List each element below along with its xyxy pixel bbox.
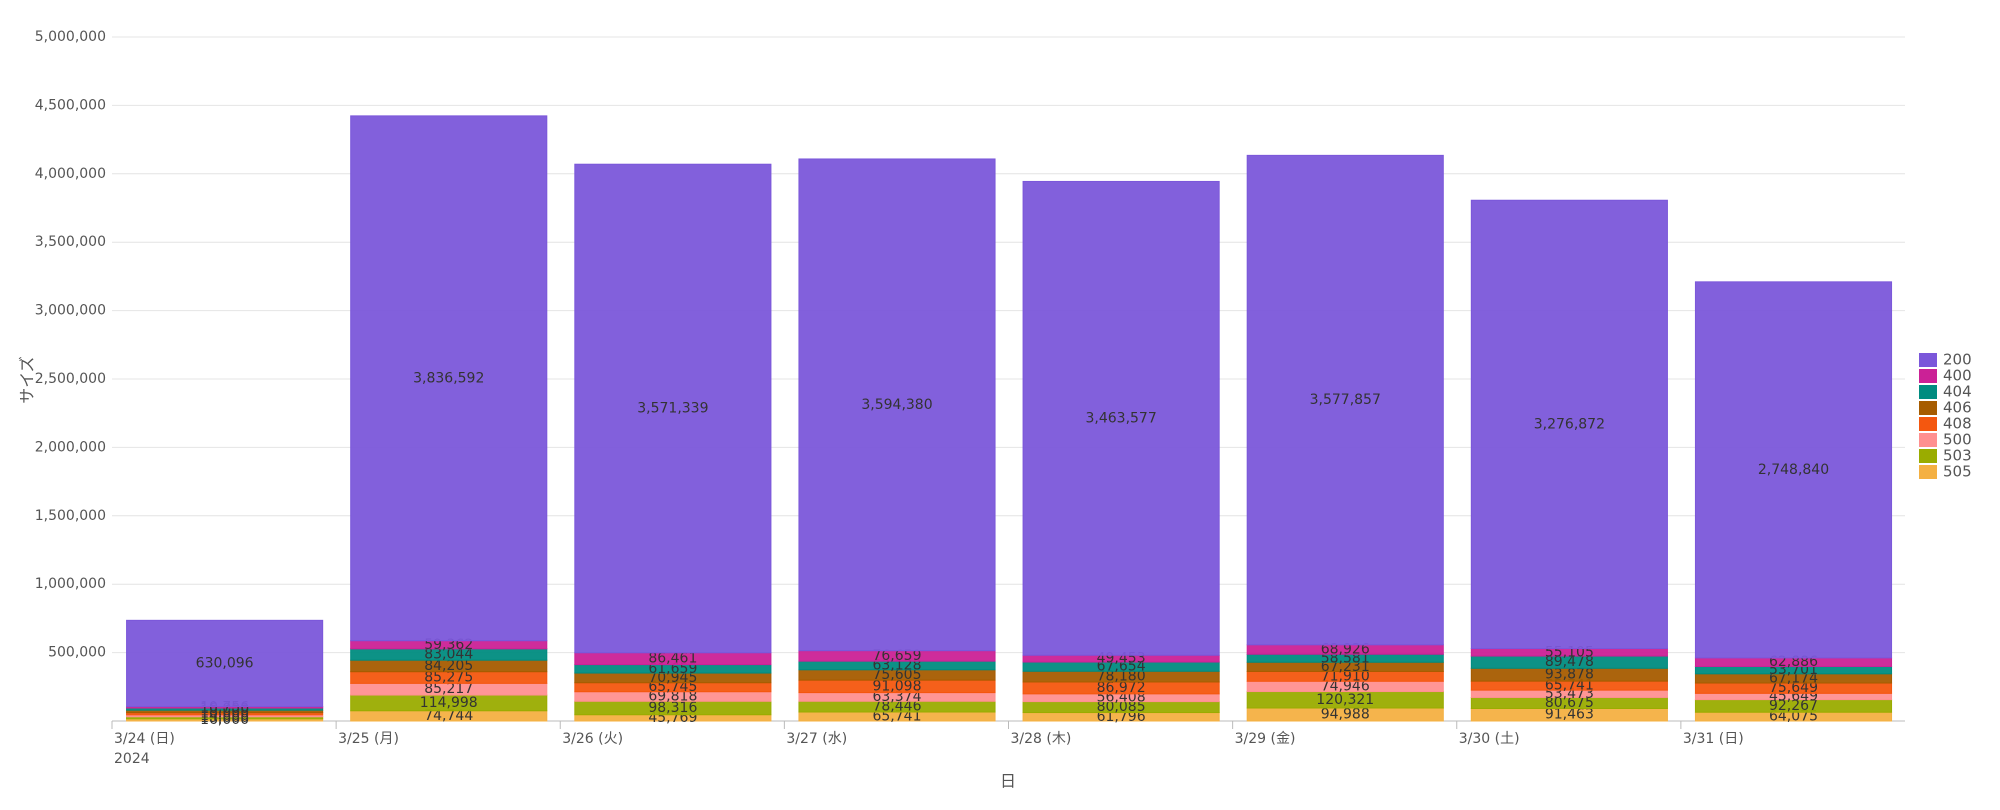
legend-label: 505 (1943, 463, 1972, 481)
year-label: 2024 (114, 751, 150, 767)
data-label: 93,878 (1545, 667, 1594, 683)
data-label: 78,446 (872, 699, 921, 715)
legend-label: 500 (1943, 431, 1972, 449)
y-tick-label: 1,000,000 (35, 576, 106, 592)
data-label: 74,946 (1321, 678, 1370, 694)
data-label: 3,571,339 (637, 400, 708, 416)
legend-swatch (1919, 369, 1937, 383)
data-label: 3,836,592 (413, 370, 484, 386)
data-label: 3,594,380 (861, 397, 932, 413)
x-tick-label: 3/30 (土) (1459, 731, 1520, 747)
data-label: 114,998 (420, 695, 478, 711)
legend-swatch (1919, 385, 1937, 399)
legend-swatch (1919, 401, 1937, 415)
data-label: 3,463,577 (1085, 410, 1156, 426)
data-label: 86,461 (648, 651, 697, 667)
data-label: 80,085 (1097, 699, 1146, 715)
bar-segment (1246, 154, 1444, 646)
data-label: 630,096 (196, 655, 254, 671)
data-label: 80,675 (1545, 695, 1594, 711)
data-label: 85,275 (424, 670, 473, 686)
legend-swatch (1919, 417, 1937, 431)
data-label: 120,321 (1316, 692, 1374, 708)
data-label: 67,174 (1769, 670, 1818, 686)
legend-label: 404 (1943, 383, 1972, 401)
data-label: 94,988 (1321, 707, 1370, 723)
data-label: 98,316 (648, 700, 697, 716)
bar-segment (798, 158, 996, 652)
data-label: 67,654 (1097, 659, 1146, 675)
data-label: 74,744 (424, 708, 473, 724)
data-label: 91,098 (872, 678, 921, 694)
bar-segment (1022, 180, 1220, 656)
data-label: 3,276,872 (1534, 416, 1605, 432)
bar-segment (126, 619, 324, 708)
data-label: 92,267 (1769, 698, 1818, 714)
data-label: 71,910 (1321, 668, 1370, 684)
data-label: 84,205 (424, 658, 473, 674)
bar-segment (574, 163, 772, 654)
x-tick-label: 3/28 (木) (1011, 731, 1072, 747)
data-label: 2,748,840 (1758, 462, 1829, 478)
legend-label: 503 (1943, 447, 1972, 465)
legend-label: 200 (1943, 351, 1972, 369)
y-tick-label: 500,000 (48, 645, 106, 661)
legend-swatch (1919, 433, 1937, 447)
data-label: 69,818 (648, 689, 697, 705)
data-label: 89,478 (1545, 654, 1594, 670)
y-tick-label: 4,500,000 (35, 97, 106, 113)
x-tick-label: 3/27 (水) (786, 731, 847, 747)
legend-swatch (1919, 465, 1937, 479)
bar-segment (1694, 281, 1893, 659)
legend-label: 408 (1943, 415, 1972, 433)
y-tick-label: 2,000,000 (35, 439, 106, 455)
data-label: 91,463 (1545, 707, 1594, 723)
y-tick-label: 1,500,000 (35, 508, 106, 524)
y-tick-label: 3,000,000 (35, 303, 106, 319)
x-axis-title: 日 (1000, 772, 1016, 791)
y-tick-label: 2,500,000 (35, 371, 106, 387)
data-label: 85,217 (424, 681, 473, 697)
data-label: 70,945 (648, 670, 697, 686)
x-tick-label: 3/26 (火) (562, 731, 623, 747)
data-label: 68,926 (1321, 642, 1370, 658)
data-label: 75,605 (872, 667, 921, 683)
x-tick-label: 3/24 (日) (114, 731, 175, 747)
data-label: 86,972 (1097, 680, 1146, 696)
x-tick-label: 3/29 (金) (1235, 731, 1296, 747)
bar-segment (1470, 199, 1668, 650)
data-label: 78,180 (1097, 669, 1146, 685)
data-label: 67,231 (1321, 659, 1370, 675)
y-tick-label: 3,500,000 (35, 234, 106, 250)
data-label: 3,577,857 (1310, 392, 1381, 408)
y-axis-title: サイズ (18, 356, 37, 404)
y-tick-label: 5,000,000 (35, 29, 106, 45)
y-tick-label: 4,000,000 (35, 166, 106, 182)
legend-swatch (1919, 449, 1937, 463)
x-tick-label: 3/25 (月) (338, 731, 399, 747)
legend-label: 406 (1943, 399, 1972, 417)
data-label: 76,659 (872, 648, 921, 664)
data-label: 75,649 (1769, 680, 1818, 696)
x-tick-label: 3/31 (日) (1683, 731, 1744, 747)
legend-swatch (1919, 353, 1937, 367)
data-label: 83,044 (424, 647, 473, 663)
legend-label: 400 (1943, 367, 1972, 385)
bar-segment (350, 115, 548, 642)
